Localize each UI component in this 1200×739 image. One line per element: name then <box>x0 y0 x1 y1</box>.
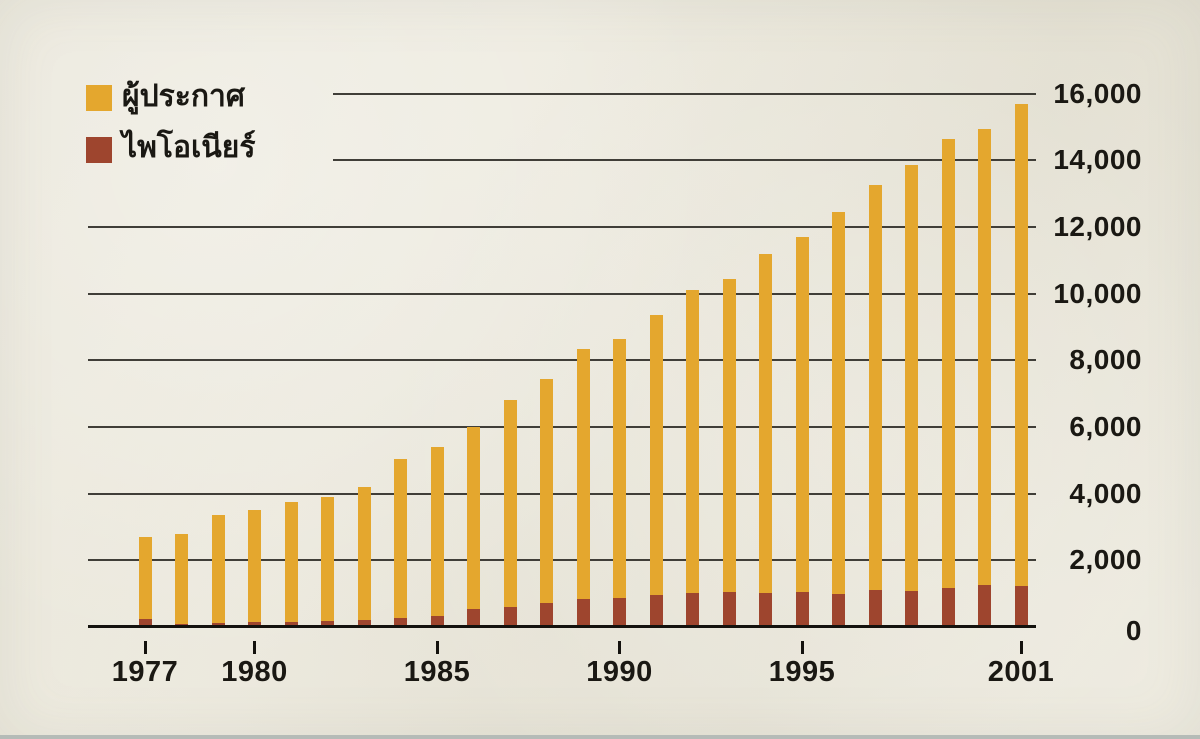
x-axis-label-1980: 1980 <box>221 656 288 688</box>
y-axis-label-6000: 6,000 <box>1069 410 1142 442</box>
bar-publishers-1977 <box>138 536 152 627</box>
y-axis-label-8000: 8,000 <box>1069 344 1142 376</box>
x-axis-label-1990: 1990 <box>586 656 653 688</box>
gridline-12000 <box>88 225 1036 228</box>
x-axis-label-1985: 1985 <box>403 656 471 688</box>
bar-pioneers-1988 <box>540 602 553 627</box>
bar-publishers-1997 <box>868 185 882 627</box>
bar-publishers-1980 <box>248 510 261 627</box>
bar-pioneers-1996 <box>832 594 845 627</box>
bar-publishers-1978 <box>175 533 188 627</box>
gridline-8000 <box>88 359 1036 362</box>
bar-pioneers-1983 <box>357 620 371 627</box>
gridline-6000 <box>88 425 1036 428</box>
bar-publishers-1985 <box>430 446 444 627</box>
bar-publishers-1981 <box>284 501 298 627</box>
bar-publishers-2001 <box>1014 103 1028 627</box>
x-axis-tick-2001 <box>1019 641 1023 654</box>
bar-publishers-1979 <box>211 515 225 627</box>
gridline-10000 <box>88 292 1036 295</box>
x-axis-tick-1995 <box>800 641 804 654</box>
bar-publishers-1994 <box>759 253 772 627</box>
bar-pioneers-1990 <box>613 597 626 627</box>
bar-pioneers-1989 <box>576 599 590 627</box>
bar-publishers-1998 <box>905 165 918 627</box>
bar-publishers-2000 <box>978 128 991 627</box>
x-axis-tick-1990 <box>618 641 621 654</box>
bar-publishers-1993 <box>722 278 736 627</box>
bar-pioneers-1992 <box>686 592 699 627</box>
legend-swatch-publishers <box>86 85 112 111</box>
bar-pioneers-1981 <box>284 622 298 627</box>
gridline-16000 <box>333 92 1036 95</box>
bar-pioneers-1991 <box>649 595 663 627</box>
bar-publishers-1989 <box>576 348 590 627</box>
x-axis-line <box>88 625 1036 628</box>
x-axis-tick-1980 <box>253 641 256 654</box>
gridline-4000 <box>88 492 1036 495</box>
y-axis-label-4000: 4,000 <box>1069 477 1142 509</box>
y-axis-label-14000: 14,000 <box>1053 144 1142 176</box>
bar-publishers-1996 <box>832 211 845 627</box>
bottom-edge-strip <box>0 735 1200 739</box>
legend-label-pioneers: ไพโอเนียร์ <box>122 131 256 164</box>
x-axis-tick-1985 <box>435 641 439 654</box>
bar-publishers-1983 <box>357 486 371 627</box>
bar-pioneers-1995 <box>795 592 809 627</box>
bar-pioneers-1982 <box>321 621 334 627</box>
bar-pioneers-1998 <box>905 590 918 627</box>
y-axis-label-0: 0 <box>1125 615 1142 646</box>
bar-pioneers-1977 <box>138 618 152 627</box>
bar-pioneers-1980 <box>248 622 261 627</box>
bar-publishers-1999 <box>941 138 955 627</box>
bar-publishers-1995 <box>795 236 809 627</box>
bar-publishers-1982 <box>321 496 334 627</box>
bar-publishers-1987 <box>503 400 517 627</box>
bar-pioneers-1984 <box>394 618 407 627</box>
gridline-14000 <box>333 159 1036 162</box>
x-axis-label-2001: 2001 <box>987 656 1055 688</box>
gridline-2000 <box>88 559 1036 562</box>
bar-publishers-1988 <box>540 378 553 627</box>
x-axis-label-1995: 1995 <box>768 656 836 688</box>
bar-publishers-1991 <box>649 315 663 627</box>
bar-pioneers-1993 <box>722 591 736 627</box>
bar-publishers-1984 <box>394 458 407 627</box>
x-axis-tick-1977 <box>143 641 147 654</box>
bar-pioneers-1985 <box>430 615 444 627</box>
bar-publishers-1992 <box>686 290 699 627</box>
bar-pioneers-2001 <box>1014 586 1028 627</box>
y-axis-label-16000: 16,000 <box>1053 77 1142 109</box>
bar-publishers-1986 <box>467 426 480 627</box>
bar-pioneers-1994 <box>759 592 772 627</box>
y-axis-label-2000: 2,000 <box>1069 544 1142 576</box>
bar-publishers-1990 <box>613 338 626 627</box>
bar-pioneers-1997 <box>868 590 882 627</box>
bar-pioneers-1999 <box>941 587 955 627</box>
x-axis-label-1977: 1977 <box>111 656 179 688</box>
y-axis-label-10000: 10,000 <box>1053 277 1142 309</box>
bar-pioneers-1987 <box>503 606 517 627</box>
bar-pioneers-1986 <box>467 609 480 627</box>
y-axis-label-12000: 12,000 <box>1053 210 1142 242</box>
bar-pioneers-2000 <box>978 585 991 627</box>
legend-label-publishers: ผู้ประกาศ <box>122 80 245 113</box>
legend-swatch-pioneers <box>86 137 112 163</box>
